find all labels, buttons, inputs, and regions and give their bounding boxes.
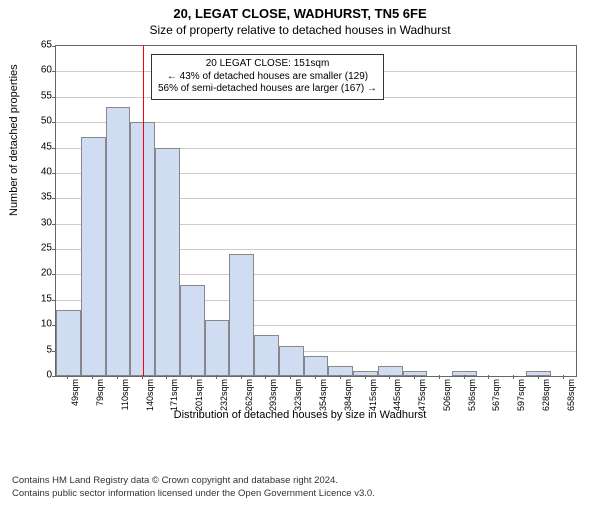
x-tick-label: 293sqm	[268, 379, 278, 411]
x-tick-mark	[216, 375, 217, 379]
histogram-bar	[304, 356, 329, 376]
plot-area: 20 LEGAT CLOSE: 151sqm← 43% of detached …	[55, 45, 577, 377]
footer-attribution: Contains HM Land Registry data © Crown c…	[12, 475, 375, 500]
histogram-bar	[328, 366, 353, 376]
x-tick-label: 597sqm	[516, 379, 526, 411]
histogram-bar	[81, 137, 106, 376]
y-tick-mark	[52, 122, 56, 123]
y-tick-mark	[52, 274, 56, 275]
y-tick-label: 10	[27, 319, 52, 330]
y-tick-mark	[52, 249, 56, 250]
x-tick-label: 79sqm	[95, 379, 105, 406]
chart-container: 20 LEGAT CLOSE: 151sqm← 43% of detached …	[55, 45, 575, 405]
x-tick-label: 628sqm	[541, 379, 551, 411]
annotation-line: 56% of semi-detached houses are larger (…	[158, 83, 377, 96]
x-tick-label: 445sqm	[392, 379, 402, 411]
x-tick-label: 49sqm	[70, 379, 80, 406]
histogram-bar	[353, 371, 378, 376]
y-tick-label: 50	[27, 116, 52, 127]
x-tick-mark	[464, 375, 465, 379]
y-tick-mark	[52, 198, 56, 199]
x-tick-mark	[241, 375, 242, 379]
x-tick-mark	[315, 375, 316, 379]
x-tick-mark	[191, 375, 192, 379]
x-tick-mark	[513, 375, 514, 379]
x-tick-mark	[166, 375, 167, 379]
footer-line2: Contains public sector information licen…	[12, 488, 375, 500]
y-tick-label: 0	[27, 370, 52, 381]
annotation-box: 20 LEGAT CLOSE: 151sqm← 43% of detached …	[151, 54, 384, 100]
x-tick-label: 262sqm	[244, 379, 254, 411]
annotation-line: ← 43% of detached houses are smaller (12…	[158, 71, 377, 84]
y-tick-label: 15	[27, 293, 52, 304]
y-tick-label: 55	[27, 90, 52, 101]
x-tick-label: 354sqm	[318, 379, 328, 411]
x-tick-mark	[340, 375, 341, 379]
y-tick-label: 20	[27, 268, 52, 279]
y-tick-mark	[52, 71, 56, 72]
y-tick-label: 30	[27, 217, 52, 228]
y-tick-mark	[52, 300, 56, 301]
y-tick-mark	[52, 97, 56, 98]
x-tick-label: 384sqm	[343, 379, 353, 411]
histogram-bar	[229, 254, 254, 376]
x-tick-mark	[117, 375, 118, 379]
x-tick-label: 536sqm	[467, 379, 477, 411]
y-tick-label: 60	[27, 65, 52, 76]
x-tick-label: 140sqm	[145, 379, 155, 411]
x-tick-label: 323sqm	[293, 379, 303, 411]
histogram-bar	[155, 148, 180, 376]
histogram-bar	[279, 346, 304, 376]
x-tick-mark	[92, 375, 93, 379]
histogram-bar	[180, 285, 205, 376]
y-tick-mark	[52, 376, 56, 377]
y-tick-label: 35	[27, 192, 52, 203]
y-tick-label: 45	[27, 141, 52, 152]
y-axis-label: Number of detached properties	[8, 64, 20, 216]
x-tick-label: 415sqm	[368, 379, 378, 411]
x-tick-label: 567sqm	[491, 379, 501, 411]
x-tick-mark	[389, 375, 390, 379]
x-tick-mark	[290, 375, 291, 379]
y-tick-label: 25	[27, 243, 52, 254]
x-tick-label: 171sqm	[169, 379, 179, 411]
y-tick-mark	[52, 173, 56, 174]
x-tick-mark	[67, 375, 68, 379]
y-tick-label: 5	[27, 344, 52, 355]
annotation-line: 20 LEGAT CLOSE: 151sqm	[158, 58, 377, 71]
page-subtitle: Size of property relative to detached ho…	[0, 23, 600, 37]
x-tick-mark	[538, 375, 539, 379]
x-tick-label: 658sqm	[566, 379, 576, 411]
y-tick-label: 40	[27, 166, 52, 177]
histogram-bar	[205, 320, 230, 376]
x-tick-mark	[488, 375, 489, 379]
x-tick-label: 475sqm	[417, 379, 427, 411]
y-tick-mark	[52, 224, 56, 225]
page-title: 20, LEGAT CLOSE, WADHURST, TN5 6FE	[0, 6, 600, 21]
x-tick-mark	[439, 375, 440, 379]
x-tick-mark	[365, 375, 366, 379]
x-tick-label: 201sqm	[194, 379, 204, 411]
x-tick-mark	[414, 375, 415, 379]
reference-marker	[143, 46, 144, 376]
x-tick-label: 506sqm	[442, 379, 452, 411]
x-tick-label: 110sqm	[120, 379, 130, 410]
x-tick-mark	[142, 375, 143, 379]
footer-line1: Contains HM Land Registry data © Crown c…	[12, 475, 375, 487]
y-tick-mark	[52, 46, 56, 47]
histogram-bar	[452, 371, 477, 376]
x-tick-mark	[563, 375, 564, 379]
x-tick-mark	[265, 375, 266, 379]
histogram-bar	[254, 335, 279, 376]
y-tick-mark	[52, 148, 56, 149]
x-tick-label: 232sqm	[219, 379, 229, 411]
histogram-bar	[106, 107, 131, 376]
histogram-bar	[56, 310, 81, 376]
histogram-bar	[526, 371, 551, 376]
y-tick-label: 65	[27, 40, 52, 51]
